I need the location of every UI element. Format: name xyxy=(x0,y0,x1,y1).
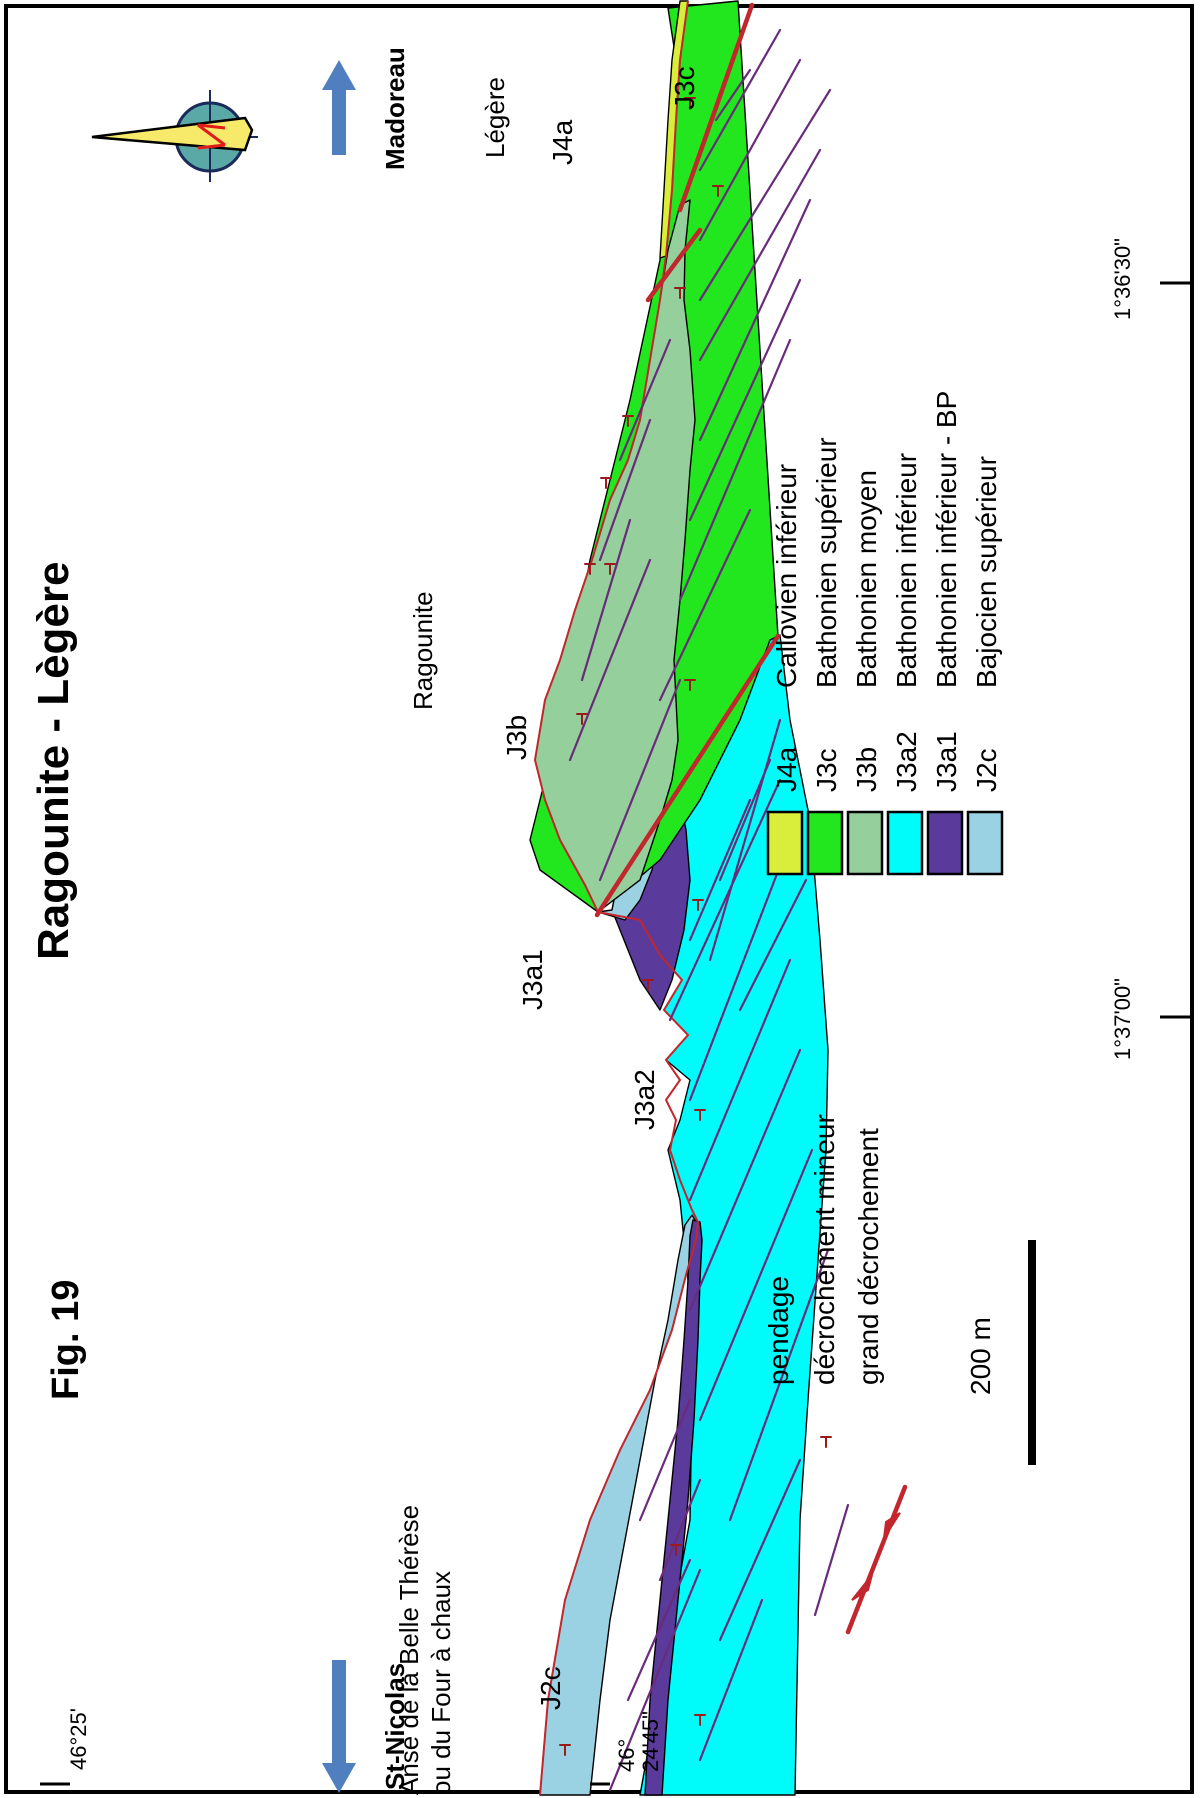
lat-label-bottom-2: 24'45" xyxy=(638,1711,663,1772)
legend-units: J4a Callovien inférieur J3c Bathonien supér… xyxy=(766,391,1004,876)
legend-swatch-J4a xyxy=(766,810,804,876)
svg-text:J3b: J3b xyxy=(851,747,882,792)
legend-name-J3a2: Bathonien inférieur xyxy=(891,453,922,688)
legend-dip-symbol xyxy=(820,1436,832,1448)
place-ragounite: Ragounite xyxy=(408,591,438,710)
svg-text:J3c: J3c xyxy=(669,66,700,110)
legend-swatch-J2c xyxy=(966,810,1004,876)
legend-minor-fault-icon xyxy=(813,1503,850,1617)
place-anse-line2: ou du Four à chaux xyxy=(426,1571,456,1795)
svg-text:J3b: J3b xyxy=(501,715,532,760)
legend-code-J4a: J4a xyxy=(771,746,802,792)
coastline xyxy=(533,0,700,1796)
svg-text:St-Nicolas: St-Nicolas xyxy=(380,1663,410,1790)
place-legere: Légère xyxy=(480,77,510,158)
legend-name-J3b: Bathonien moyen xyxy=(851,470,882,688)
south-arrow-icon xyxy=(322,1660,356,1793)
map-label-J3a1: J3a1 xyxy=(517,949,548,1010)
minor-faults xyxy=(568,28,832,1792)
legend-swatch-J3a1 xyxy=(926,810,964,876)
legend-swatch-J3c xyxy=(806,810,844,876)
svg-text:J3a2: J3a2 xyxy=(891,731,922,792)
direction-label-south: Madoreau xyxy=(380,47,410,170)
legend-major-label: grand décrochement xyxy=(853,1128,884,1385)
legend-name-J3c: Bathonien supérieur xyxy=(811,437,842,688)
map-label-J3c: J3c xyxy=(669,66,700,110)
svg-text:J3a1: J3a1 xyxy=(517,949,548,1010)
svg-text:Madoreau: Madoreau xyxy=(380,47,410,170)
legend-code-J3a2: J3a2 xyxy=(891,731,922,792)
lon-label-1: 1°37'00" xyxy=(1110,978,1135,1060)
map-label-J3b: J3b xyxy=(501,715,532,760)
compass-icon xyxy=(91,90,258,182)
svg-text:pendage: pendage xyxy=(763,1276,794,1385)
svg-text:Anse de la Belle Thérèse: Anse de la Belle Thérèse xyxy=(394,1505,424,1795)
svg-text:J4a: J4a xyxy=(547,119,578,165)
dip-symbols xyxy=(559,97,724,1756)
svg-text:Bathonien inférieur: Bathonien inférieur xyxy=(891,453,922,688)
svg-text:Callovien inférieur: Callovien inférieur xyxy=(771,464,802,688)
svg-text:Ragounite: Ragounite xyxy=(408,591,438,710)
legend-code-J2c: J2c xyxy=(971,748,1002,792)
svg-text:200 m: 200 m xyxy=(965,1317,996,1395)
svg-text:J3a2: J3a2 xyxy=(629,1069,660,1130)
svg-text:24'45": 24'45" xyxy=(638,1711,663,1772)
svg-text:46°25': 46°25' xyxy=(66,1708,91,1770)
svg-text:Bathonien inférieur - BP: Bathonien inférieur - BP xyxy=(931,391,962,688)
svg-text:J3a1: J3a1 xyxy=(931,731,962,792)
legend-swatch-J3a2 xyxy=(886,810,924,876)
svg-text:Bathonien moyen: Bathonien moyen xyxy=(851,470,882,688)
map-title: Ragounite - Lègère xyxy=(29,562,78,961)
svg-text:Bathonien supérieur: Bathonien supérieur xyxy=(811,437,842,688)
svg-text:ou du Four à chaux: ou du Four à chaux xyxy=(426,1571,456,1795)
north-arrow-icon xyxy=(322,60,356,155)
map-label-J4a: J4a xyxy=(547,119,578,165)
legend-swatch-J3b xyxy=(846,810,884,876)
legend-name-J3a1: Bathonien inférieur - BP xyxy=(931,391,962,688)
major-fault-3 xyxy=(677,2,755,213)
svg-text:Fig. 19: Fig. 19 xyxy=(45,1280,87,1400)
legend-code-J3a1: J3a1 xyxy=(931,731,962,792)
legend-dip-label: pendage xyxy=(763,1276,794,1385)
svg-text:grand décrochement: grand décrochement xyxy=(853,1128,884,1385)
svg-text:1°36'30": 1°36'30" xyxy=(1110,238,1135,320)
legend-name-J4a: Callovien inférieur xyxy=(771,464,802,688)
svg-text:J2c: J2c xyxy=(971,748,1002,792)
map-label-J2c: J2c xyxy=(535,1666,566,1710)
legend-code-J3b: J3b xyxy=(851,747,882,792)
svg-text:46°: 46° xyxy=(614,1739,639,1772)
svg-text:1°37'00": 1°37'00" xyxy=(1110,978,1135,1060)
place-anse-line1: Anse de la Belle Thérèse xyxy=(394,1505,424,1795)
lat-label-bottom: 46° xyxy=(614,1739,639,1772)
scale-label: 200 m xyxy=(965,1317,996,1395)
svg-text:J2c: J2c xyxy=(535,1666,566,1710)
legend-code-J3c: J3c xyxy=(811,748,842,792)
lat-label-top: 46°25' xyxy=(66,1708,91,1770)
unit-J3a1-band xyxy=(644,1219,703,1796)
map-label-J3a2: J3a2 xyxy=(629,1069,660,1130)
major-fault-1 xyxy=(594,633,781,918)
major-fault-2 xyxy=(645,227,703,303)
legend-major-fault-icon xyxy=(845,1484,908,1635)
svg-text:J3c: J3c xyxy=(811,748,842,792)
svg-text:Légère: Légère xyxy=(480,77,510,158)
svg-text:décrochement mineur: décrochement mineur xyxy=(809,1114,840,1385)
legend-minor-label: décrochement mineur xyxy=(809,1114,840,1385)
svg-text:Ragounite - Lègère: Ragounite - Lègère xyxy=(29,562,78,961)
direction-label-north: St-Nicolas xyxy=(380,1663,410,1790)
lon-label-2: 1°36'30" xyxy=(1110,238,1135,320)
svg-text:J4a: J4a xyxy=(771,746,802,792)
svg-text:Bajocien supérieur: Bajocien supérieur xyxy=(971,456,1002,688)
legend-name-J2c: Bajocien supérieur xyxy=(971,456,1002,688)
fig-label: Fig. 19 xyxy=(45,1280,87,1400)
